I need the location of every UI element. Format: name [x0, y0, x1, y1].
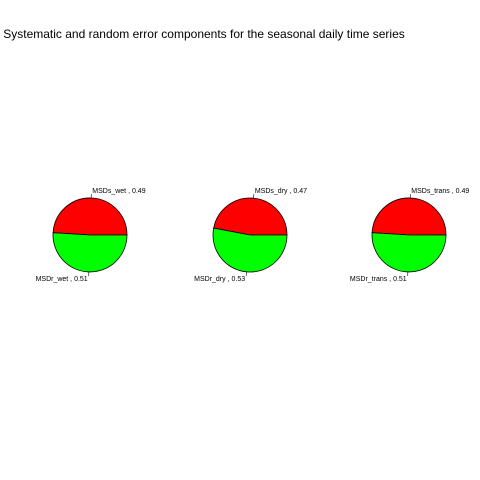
pie-chart-1: MSDs_wet , 0.49 MSDr_wet , 0.51 — [36, 188, 146, 283]
pie-slice-3-1 — [371, 197, 447, 236]
pie-slice-1-1 — [52, 197, 128, 236]
pie-slice-label-3-1: MSDs_trans , 0.49 — [411, 188, 469, 195]
pie-slice-label-1-2: MSDr_wet , 0.51 — [36, 276, 88, 283]
chart-title: Systematic and random error components f… — [3, 27, 405, 41]
pie-slice-label-2-2: MSDr_dry , 0.53 — [194, 276, 245, 283]
pie-slice-1-2 — [52, 232, 128, 273]
pie-chart-2: MSDs_dry , 0.47 MSDr_dry , 0.53 — [194, 188, 307, 283]
pie-charts: MSDs_wet , 0.49 MSDr_wet , 0.51 MSDs_dry ,… — [36, 188, 470, 283]
pie-chart-3: MSDs_trans , 0.49 MSDr_trans , 0.51 — [350, 188, 469, 283]
pie-slice-label-1-1: MSDs_wet , 0.49 — [92, 188, 145, 195]
pie-slice-label-2-1: MSDs_dry , 0.47 — [255, 188, 307, 195]
pie-slice-3-2 — [371, 232, 447, 273]
pie-slice-label-3-2: MSDr_trans , 0.51 — [350, 276, 407, 283]
pie-slice-2-1 — [213, 197, 288, 236]
pie-slice-2-2 — [212, 227, 288, 273]
